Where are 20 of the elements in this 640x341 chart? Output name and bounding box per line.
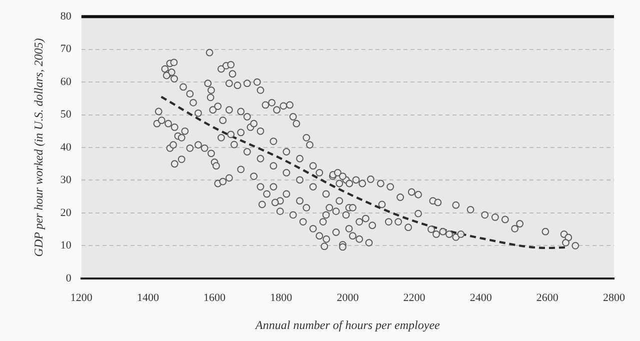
x-tick-label: 2800 [603, 292, 626, 304]
x-tick-label: 2600 [536, 292, 559, 304]
x-tick-label: 1200 [70, 292, 93, 304]
y-tick-label: 30 [60, 174, 72, 186]
y-tick-label: 60 [60, 76, 72, 88]
y-tick-label: 10 [60, 240, 72, 252]
y-tick-label: 0 [66, 272, 72, 284]
x-tick-label: 1800 [270, 292, 293, 304]
x-axis-title: Annual number of hours per employee [254, 318, 441, 332]
x-tick-label: 1400 [136, 292, 160, 304]
x-tick-label: 2200 [403, 292, 426, 304]
y-tick-label: 20 [60, 206, 72, 219]
y-tick-label: 40 [60, 141, 72, 154]
x-tick-label: 2000 [336, 292, 360, 304]
x-tick-label: 2400 [470, 292, 492, 304]
y-tick-label: 70 [60, 43, 72, 56]
x-tick-label: 1600 [204, 292, 226, 304]
y-tick-label: 50 [60, 108, 72, 121]
y-tick-label: 80 [60, 10, 72, 22]
y-axis-title: GDP per hour worked (in U.S. dollars, 2005) [31, 38, 46, 257]
